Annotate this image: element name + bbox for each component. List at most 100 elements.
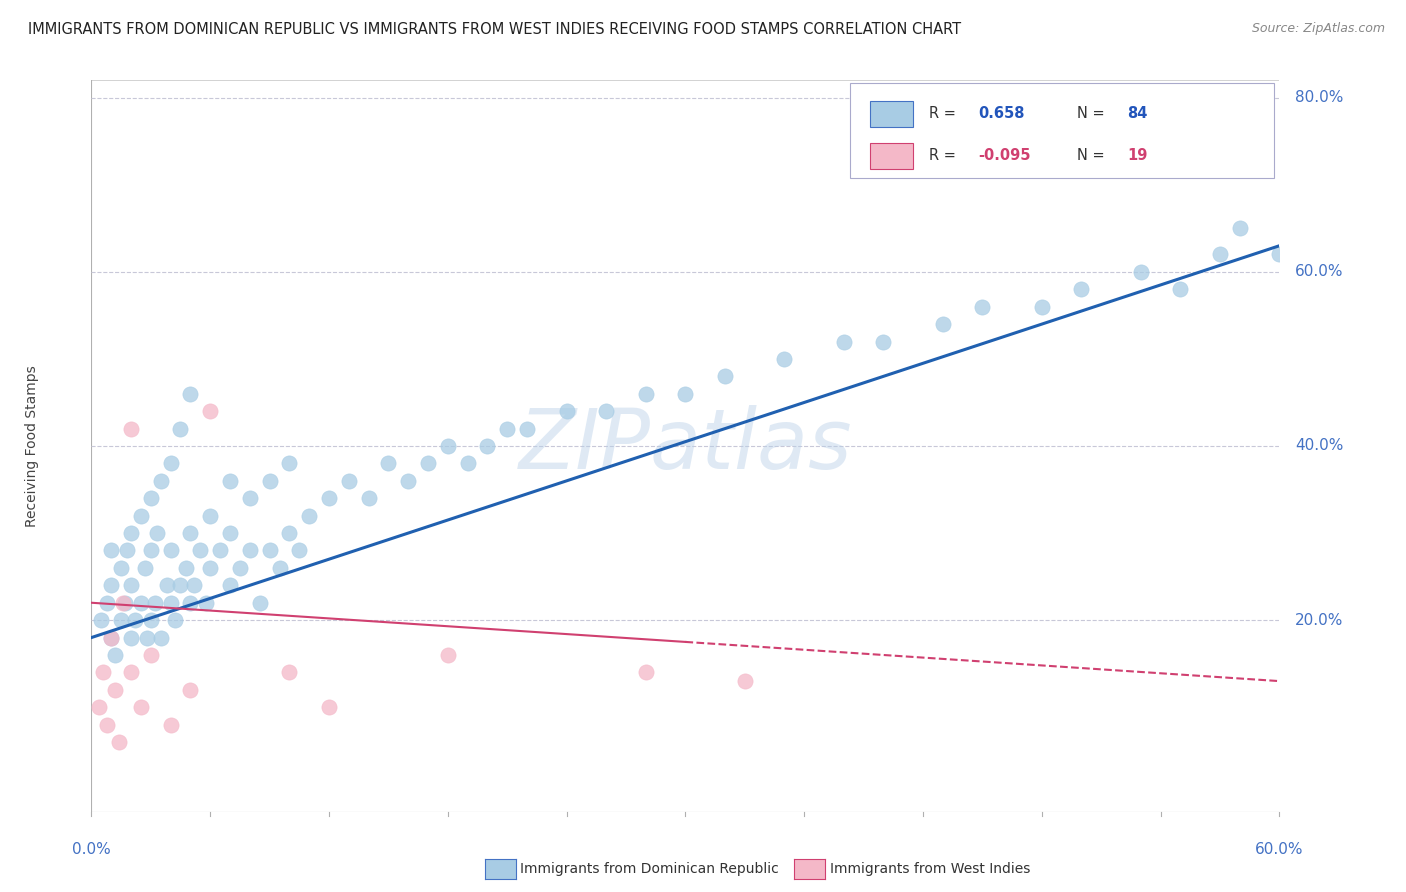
Point [229, 561, 252, 575]
Text: R =: R = [929, 106, 960, 121]
Text: 80.0%: 80.0% [1295, 90, 1344, 105]
Text: 0.0%: 0.0% [72, 842, 111, 857]
Point [163, 613, 186, 627]
Point [134, 561, 156, 575]
Point [104, 648, 127, 662]
Point [110, 561, 132, 575]
Point [179, 682, 201, 697]
Text: 19: 19 [1128, 148, 1147, 163]
Point [100, 543, 122, 558]
Point [259, 474, 281, 488]
Text: Receiving Food Stamps: Receiving Food Stamps [25, 365, 39, 527]
Point [239, 491, 262, 506]
Point [139, 613, 162, 627]
Text: R =: R = [929, 148, 960, 163]
Point [179, 596, 201, 610]
Point [139, 491, 162, 506]
Text: N =: N = [1077, 148, 1109, 163]
Point [318, 700, 340, 714]
Point [159, 457, 181, 471]
Text: 20.0%: 20.0% [1295, 613, 1344, 628]
Point [288, 543, 311, 558]
Point [972, 300, 994, 314]
Text: -0.095: -0.095 [979, 148, 1031, 163]
Point [259, 543, 281, 558]
Point [120, 665, 142, 680]
Point [457, 457, 479, 471]
Point [176, 561, 198, 575]
Point [436, 648, 458, 662]
Point [108, 735, 131, 749]
Point [156, 578, 179, 592]
Point [1070, 282, 1092, 296]
Point [120, 578, 142, 592]
Text: 60.0%: 60.0% [1256, 842, 1303, 857]
Point [91, 665, 114, 680]
Text: Immigrants from West Indies: Immigrants from West Indies [830, 862, 1031, 876]
Text: Immigrants from Dominican Republic: Immigrants from Dominican Republic [520, 862, 779, 876]
Text: 0.658: 0.658 [979, 106, 1025, 121]
Point [278, 526, 301, 541]
FancyBboxPatch shape [869, 143, 912, 169]
Point [169, 421, 191, 435]
Text: 84: 84 [1128, 106, 1147, 121]
Text: ZIPatlas: ZIPatlas [519, 406, 852, 486]
FancyBboxPatch shape [869, 101, 912, 127]
Point [169, 578, 191, 592]
Point [100, 631, 122, 645]
Point [357, 491, 380, 506]
Point [143, 596, 166, 610]
Point [377, 457, 399, 471]
Text: 40.0%: 40.0% [1295, 439, 1344, 453]
Point [112, 596, 135, 610]
Point [159, 596, 181, 610]
Point [200, 561, 222, 575]
Point [416, 457, 439, 471]
FancyBboxPatch shape [849, 83, 1274, 178]
Point [159, 543, 181, 558]
Point [477, 439, 499, 453]
Point [110, 613, 132, 627]
Point [120, 526, 142, 541]
Point [318, 491, 340, 506]
Point [1129, 265, 1152, 279]
Point [129, 596, 152, 610]
Point [139, 543, 162, 558]
Point [129, 508, 152, 523]
Point [714, 369, 737, 384]
Point [634, 386, 657, 401]
Point [1209, 247, 1232, 261]
Point [120, 631, 142, 645]
Text: IMMIGRANTS FROM DOMINICAN REPUBLIC VS IMMIGRANTS FROM WEST INDIES RECEIVING FOOD: IMMIGRANTS FROM DOMINICAN REPUBLIC VS IM… [28, 22, 962, 37]
Point [200, 508, 222, 523]
Point [298, 508, 321, 523]
Point [278, 457, 301, 471]
Point [269, 561, 291, 575]
Point [135, 631, 157, 645]
Point [219, 526, 242, 541]
Point [595, 404, 617, 418]
Point [436, 439, 458, 453]
Point [249, 596, 271, 610]
Point [90, 613, 112, 627]
Point [337, 474, 360, 488]
Point [188, 543, 211, 558]
Point [200, 404, 222, 418]
Point [1268, 247, 1291, 261]
Point [1170, 282, 1192, 296]
Point [149, 474, 172, 488]
Point [219, 474, 242, 488]
Point [129, 700, 152, 714]
Point [159, 717, 181, 731]
Text: Source: ZipAtlas.com: Source: ZipAtlas.com [1251, 22, 1385, 36]
Point [149, 631, 172, 645]
Point [89, 700, 111, 714]
Point [278, 665, 301, 680]
Point [139, 648, 162, 662]
Point [239, 543, 262, 558]
Point [120, 421, 142, 435]
Point [219, 578, 242, 592]
Point [496, 421, 519, 435]
Point [1031, 300, 1053, 314]
Point [932, 317, 955, 331]
